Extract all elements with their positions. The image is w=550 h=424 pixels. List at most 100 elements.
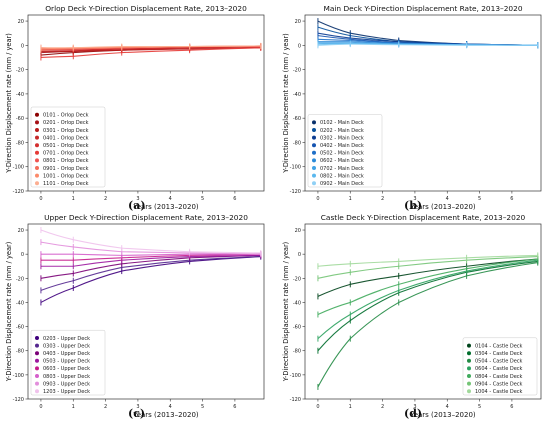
series-line-segment bbox=[398, 271, 467, 294]
y-tick-label: -120 bbox=[13, 397, 24, 403]
chart-panel-0: Orlop Deck Y-Direction Displacement Rate… bbox=[5, 4, 265, 211]
series-line-segment bbox=[350, 275, 399, 285]
series-line-segment bbox=[350, 32, 399, 42]
y-axis-label: Y-Direction Displacement rate (mm / year… bbox=[282, 33, 290, 174]
plot-area-frame bbox=[304, 14, 542, 192]
x-tick-label: 4 bbox=[446, 404, 449, 410]
legend-box bbox=[307, 114, 383, 188]
chart-panel-3: Castle Deck Y-Direction Displacement Rat… bbox=[282, 213, 542, 419]
series-line-segment bbox=[317, 263, 351, 267]
y-axis-label: Y-Direction Displacement rate (mm / year… bbox=[5, 33, 13, 174]
series-line-segment bbox=[398, 259, 467, 267]
y-axis-label: Y-Direction Displacement rate (mm / year… bbox=[282, 242, 290, 383]
legend-label: 0604 - Castle Deck bbox=[475, 366, 523, 372]
legend-swatch bbox=[35, 143, 39, 148]
legend-swatch bbox=[35, 166, 39, 170]
legend-label: 0503 - Upper Deck bbox=[43, 359, 90, 365]
legend-swatch bbox=[35, 351, 39, 356]
chart-panel-2: Upper Deck Y-Direction Displacement Rate… bbox=[5, 213, 265, 419]
y-tick-label: -40 bbox=[293, 300, 301, 306]
series-line-segment bbox=[317, 42, 351, 45]
series-line-segment bbox=[40, 55, 74, 59]
y-tick-label: 20 bbox=[18, 19, 24, 25]
series-3 bbox=[317, 257, 539, 342]
series-line-segment bbox=[349, 301, 400, 340]
plot-area-frame bbox=[27, 14, 265, 192]
series-line-segment bbox=[121, 257, 190, 265]
legend-label: 0202 - Main Deck bbox=[320, 128, 364, 134]
y-tick-label: -120 bbox=[13, 189, 24, 195]
x-tick-label: 3 bbox=[413, 196, 416, 202]
legend-label: 0603 - Upper Deck bbox=[43, 366, 90, 372]
series-line-segment bbox=[317, 271, 351, 279]
legend-swatch bbox=[467, 343, 471, 348]
x-tick-label: 5 bbox=[201, 404, 204, 410]
legend-label: 0501 - Orlop Deck bbox=[43, 143, 89, 149]
y-tick-label: 20 bbox=[295, 19, 301, 25]
series-1 bbox=[317, 258, 539, 354]
series-line-segment bbox=[317, 26, 351, 37]
y-tick-label: -40 bbox=[293, 92, 301, 98]
series-line-segment bbox=[350, 39, 399, 44]
series-line-segment bbox=[189, 45, 261, 48]
legend-swatch bbox=[312, 158, 316, 163]
legend-label: 0301 - Orlop Deck bbox=[43, 128, 89, 134]
series-7 bbox=[40, 227, 262, 256]
legend-label: 1101 - Orlop Deck bbox=[43, 181, 89, 187]
series-line-segment bbox=[189, 254, 261, 258]
legend-label: 1001 - Orlop Deck bbox=[43, 173, 89, 179]
legend-swatch bbox=[467, 374, 471, 378]
series-line-segment bbox=[73, 259, 122, 267]
legend-label: 0502 - Main Deck bbox=[320, 151, 364, 157]
series-line-segment bbox=[40, 52, 74, 56]
x-tick-label: 0 bbox=[39, 196, 42, 202]
series-line-segment bbox=[398, 44, 467, 46]
caption-a: (a) bbox=[128, 199, 146, 212]
series-line-segment bbox=[73, 52, 122, 57]
legend-swatch bbox=[35, 374, 39, 378]
series-6 bbox=[317, 252, 539, 270]
x-tick-label: 1 bbox=[72, 196, 75, 202]
series-line-segment bbox=[466, 258, 538, 270]
legend-swatch bbox=[35, 120, 39, 125]
x-tick-label: 0 bbox=[316, 404, 319, 410]
legend-label: 0402 - Main Deck bbox=[320, 143, 364, 149]
series-line-segment bbox=[73, 257, 122, 261]
legend-label: 0804 - Castle Deck bbox=[475, 374, 523, 380]
series-line-segment bbox=[189, 47, 261, 51]
legend-swatch bbox=[35, 158, 39, 163]
caption-b: (b) bbox=[404, 199, 423, 212]
series-6 bbox=[40, 239, 262, 258]
y-tick-label: 0 bbox=[21, 43, 24, 49]
series-line-segment bbox=[350, 283, 399, 303]
x-tick-label: 5 bbox=[201, 196, 204, 202]
series-line-segment bbox=[40, 287, 74, 303]
y-tick-label: -100 bbox=[13, 165, 24, 171]
series-line-segment bbox=[317, 338, 351, 388]
y-tick-label: 20 bbox=[295, 228, 301, 234]
plot-area-frame bbox=[304, 223, 542, 400]
series-line-segment bbox=[350, 42, 399, 45]
series-line-segment bbox=[317, 20, 351, 34]
series-line-segment bbox=[349, 289, 399, 315]
y-tick-label: -20 bbox=[293, 276, 301, 282]
series-line-segment bbox=[121, 251, 190, 254]
x-tick-label: 4 bbox=[446, 196, 449, 202]
y-tick-label: -100 bbox=[290, 373, 301, 379]
series-line-segment bbox=[317, 283, 351, 297]
y-tick-label: -120 bbox=[290, 189, 301, 195]
y-tick-label: -20 bbox=[16, 68, 24, 74]
legend-label: 0102 - Main Deck bbox=[320, 120, 364, 126]
legend-label: 0203 - Upper Deck bbox=[43, 336, 90, 342]
legend-swatch bbox=[35, 128, 39, 132]
legend-swatch bbox=[35, 381, 39, 386]
legend-label: 0901 - Orlop Deck bbox=[43, 166, 89, 172]
series-line-segment bbox=[466, 262, 538, 277]
series-line-segment bbox=[73, 47, 122, 50]
x-tick-label: 2 bbox=[104, 196, 107, 202]
series-line-segment bbox=[317, 32, 351, 39]
y-tick-label: -20 bbox=[293, 68, 301, 74]
caption-c: (c) bbox=[128, 407, 146, 420]
